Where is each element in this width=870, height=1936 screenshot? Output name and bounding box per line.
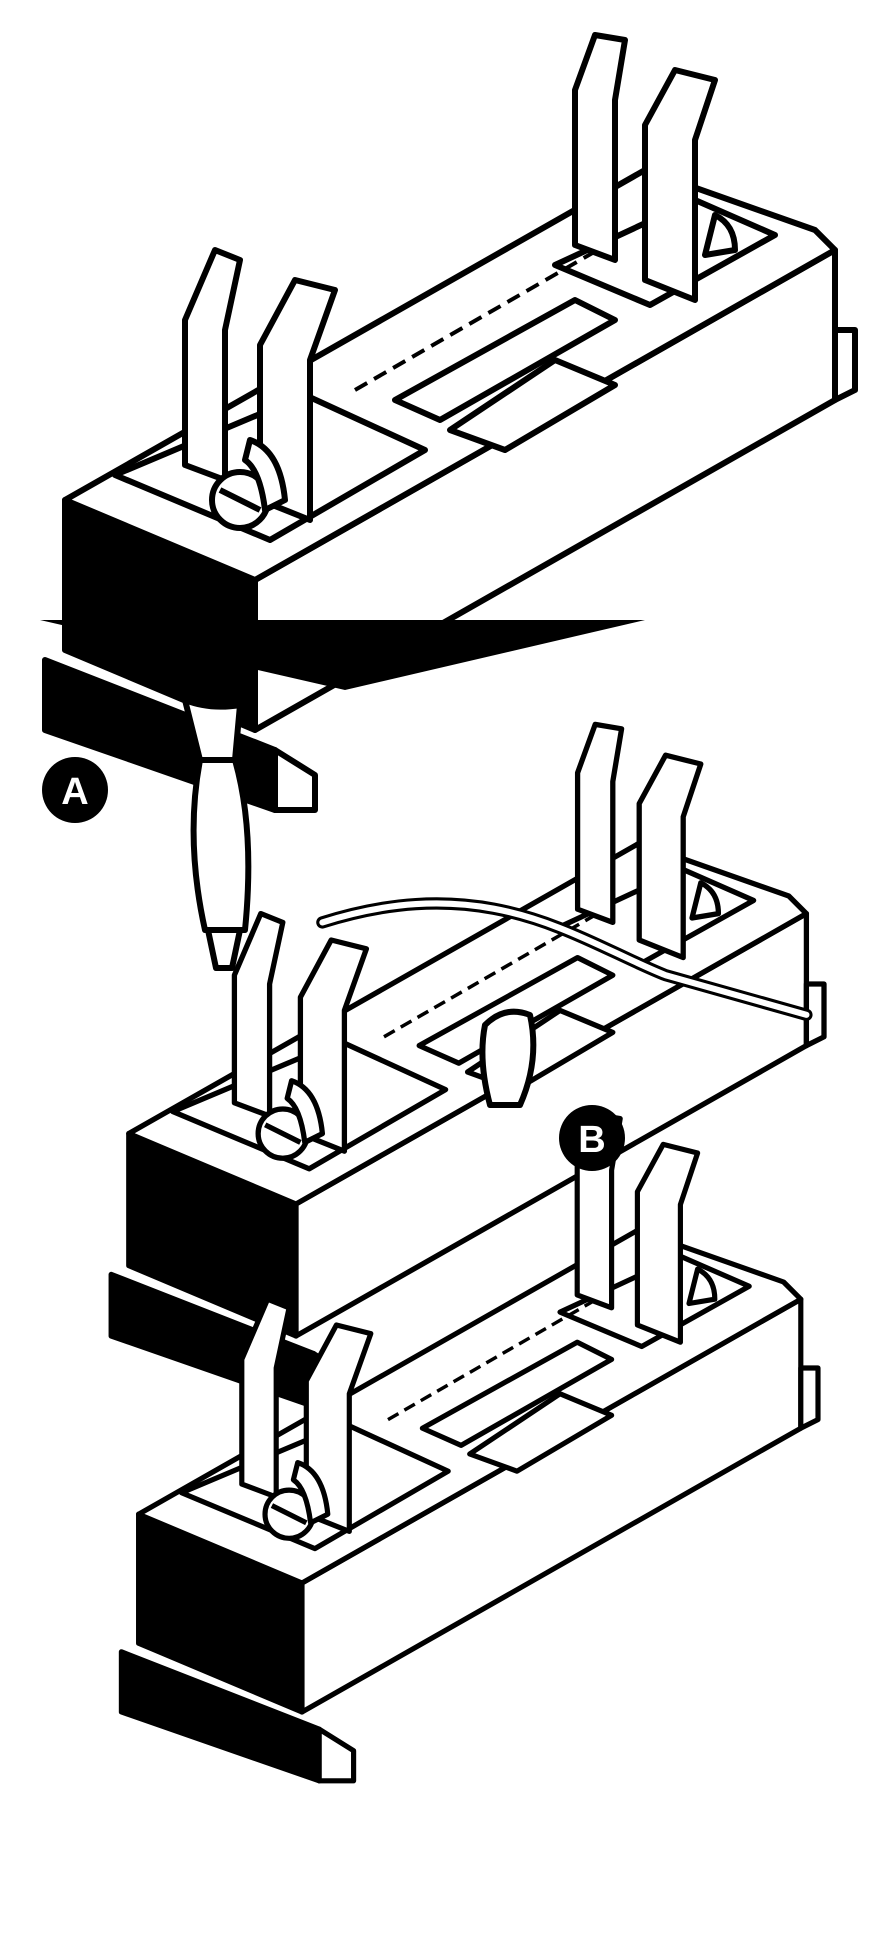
callout-a: A: [42, 757, 108, 823]
callout-b-label: B: [578, 1119, 605, 1161]
callout-b: B: [559, 1105, 625, 1171]
terminal-block-step-a: [111, 724, 824, 1406]
callout-a-label: A: [61, 771, 88, 813]
screwdriver-b: [479, 1008, 537, 1108]
terminal-block-top: [45, 35, 855, 810]
screwdriver-a: [182, 697, 252, 971]
down-arrow-icon: [40, 620, 645, 690]
